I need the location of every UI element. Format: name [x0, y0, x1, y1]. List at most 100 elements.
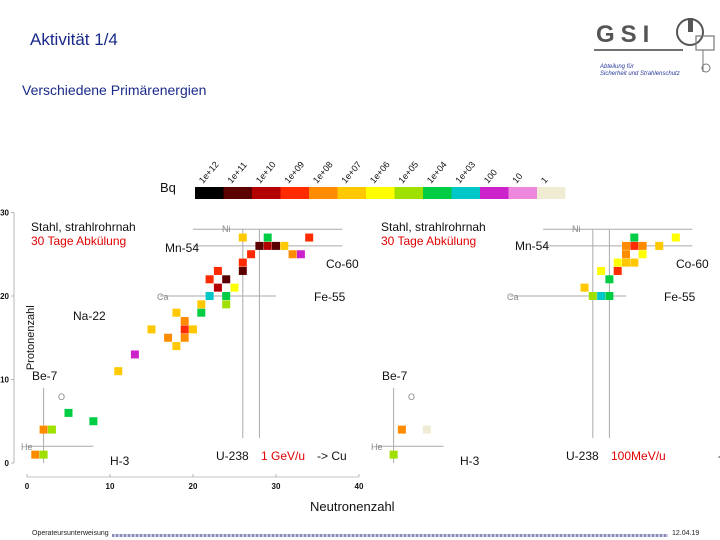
beam-suffix: -> Cu: [718, 449, 720, 463]
isotope-label: Ca: [507, 292, 519, 302]
nuclide-cell: [288, 250, 297, 259]
nuclide-cell: [296, 250, 305, 259]
colorbar-swatch: [537, 187, 566, 199]
nuclide-cell: [263, 233, 272, 242]
nuclide-cell: [263, 241, 272, 250]
nuclide-cell: [622, 250, 630, 259]
nuclide-cell: [655, 241, 664, 250]
nuclide-cell: [89, 417, 98, 426]
isotope-label: Ni: [572, 224, 581, 234]
nuclide-cell: [205, 275, 214, 284]
slide-title: Aktivität 1/4: [30, 30, 118, 49]
gsi-logo: GSI: [594, 18, 715, 73]
isotope-label: Na-22: [73, 309, 106, 323]
nuclide-cell: [189, 325, 197, 334]
nuclide-cell: [671, 233, 680, 242]
nuclide-cell: [613, 266, 622, 275]
nuclide-cell: [422, 425, 431, 434]
colorbar-swatch: [366, 187, 395, 199]
nuclide-cell: [222, 275, 231, 284]
y-tick-label: 30: [0, 209, 9, 218]
annotation-material: Stahl, strahlrohrnah: [31, 220, 136, 234]
y-axis-label: Protonenzahl: [25, 305, 37, 370]
beam-energy: 1 GeV/u: [261, 449, 305, 463]
nuclide-cell: [605, 275, 614, 284]
x-tick-label: 20: [189, 482, 198, 491]
colorbar-swatch: [480, 187, 509, 199]
annotation-cooling: 30 Tage Abkülung: [381, 234, 476, 248]
colorbar-swatch: [195, 187, 224, 199]
nuclide-cell: [305, 233, 314, 242]
nuclide-cell: [164, 333, 173, 342]
nuclide-cell: [205, 292, 214, 300]
nuclide-cell: [588, 292, 597, 300]
x-tick-label: 0: [25, 482, 30, 491]
nuclide-cell: [64, 408, 73, 417]
footer-left-text: Operateursunterweisung: [32, 530, 109, 537]
beam-prefix: U-238: [216, 449, 249, 463]
nuclide-cell: [238, 258, 247, 267]
isotope-label: H-3: [460, 454, 480, 468]
isotope-label: O: [408, 392, 415, 402]
nuclide-cell: [630, 233, 639, 242]
isotope-label: Ni: [222, 224, 231, 234]
department-label: Abteilung für Sicherheit und Strahlensch…: [600, 64, 680, 78]
nuclide-cell: [180, 333, 189, 342]
beam-energy: 100MeV/u: [611, 449, 666, 463]
isotope-label: O: [58, 392, 65, 402]
colorbar-tick-label: 1e+10: [254, 159, 278, 185]
nuclide-cell: [172, 342, 181, 351]
nuclide-cell: [597, 266, 606, 275]
colorbar-swatch: [309, 187, 338, 199]
nuclide-cell: [31, 450, 40, 459]
nuclide-cell: [180, 325, 189, 334]
isotope-label: H-3: [110, 454, 130, 468]
annotation-cooling: 30 Tage Abkülung: [31, 234, 126, 248]
beam-prefix: U-238: [566, 449, 599, 463]
annotation-material: Stahl, strahlrohrnah: [381, 220, 486, 234]
nuclide-cell: [222, 300, 231, 309]
colorbar-tick-label: 1e+05: [396, 159, 420, 185]
isotope-label: Fe-55: [664, 290, 696, 304]
chart-axes: 0 10 20 30 40 0 10 20 30 Protonenzahl: [0, 209, 364, 492]
plot-area: [0, 118, 720, 490]
nuclide-cell: [638, 250, 647, 259]
isotope-label: Fe-55: [314, 290, 346, 304]
colorbar-tick-label: 1: [539, 175, 550, 185]
x-tick-label: 10: [106, 482, 115, 491]
isotope-label: He: [21, 442, 33, 452]
colorbar-swatch: [223, 187, 252, 199]
isotope-label: Be-7: [382, 369, 408, 383]
colorbar-tick-label: 100: [482, 167, 499, 185]
x-tick-label: 40: [355, 482, 364, 491]
slide-subtitle: Verschiedene Primärenergien: [22, 82, 207, 98]
y-tick-label: 0: [5, 459, 10, 468]
nuclide-cell: [280, 241, 289, 250]
isotope-label: Co-60: [326, 257, 359, 271]
nuclide-cell: [389, 450, 398, 459]
isotope-label: Mn-54: [165, 241, 199, 255]
nuclide-cell: [197, 308, 206, 317]
nuclide-cell: [272, 241, 280, 250]
colorbar-swatch: [252, 187, 281, 199]
nuclide-cell: [613, 258, 622, 267]
beam-suffix: -> Cu: [317, 449, 347, 463]
isotope-label: Ca: [157, 292, 169, 302]
nuclide-cell: [630, 241, 639, 250]
isotope-label: Co-60: [676, 257, 709, 271]
footer-divider: [112, 534, 668, 537]
nuclide-cell: [222, 292, 231, 300]
nuclide-cell: [213, 266, 222, 275]
nuclide-cell: [255, 241, 264, 250]
nuclide-cell: [39, 450, 48, 459]
department-line-2: Sicherheit und Strahlenschutz: [600, 71, 680, 77]
nuclide-cell: [130, 350, 139, 359]
nuclide-cell: [622, 258, 630, 267]
nuclide-cell: [172, 308, 181, 317]
nuclide-cell: [580, 283, 589, 292]
nuclide-cell: [213, 283, 222, 292]
